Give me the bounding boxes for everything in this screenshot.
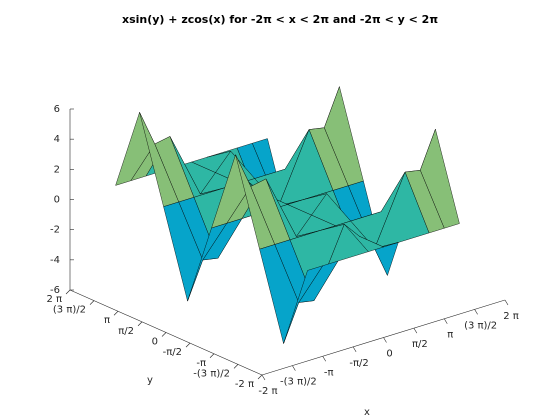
y-tick xyxy=(113,311,119,316)
x-tick-label: 0 xyxy=(386,349,392,360)
x-tick xyxy=(383,337,387,343)
x-axis-label: x xyxy=(364,407,370,418)
x-tick xyxy=(292,365,296,371)
x-tick xyxy=(413,327,418,334)
y-tick-label: (3 π)/2 xyxy=(53,305,86,316)
x-tick xyxy=(504,299,509,306)
z-tick-label: 0 xyxy=(54,195,60,206)
x-tick-label: π/2 xyxy=(412,339,428,350)
z-tick-label: 2 xyxy=(54,164,60,175)
x-tick xyxy=(474,309,478,315)
y-tick xyxy=(233,364,239,369)
y-tick-label: 0 xyxy=(152,337,158,348)
x-tick-label: -π xyxy=(324,367,334,378)
y-tick xyxy=(89,300,95,305)
y-tick-label: -π xyxy=(196,358,206,369)
y-tick-label: π/2 xyxy=(118,326,134,337)
z-tick-label: 4 xyxy=(54,134,60,145)
y-tick-label: -π/2 xyxy=(163,347,182,358)
chart-title: xsin(y) + zcos(x) for -2π < x < 2π and -… xyxy=(122,13,438,26)
y-tick xyxy=(209,353,215,358)
x-tick xyxy=(261,374,266,381)
x-tick xyxy=(352,346,357,353)
x-tick xyxy=(322,356,326,362)
x-tick-label: -2 π xyxy=(258,386,277,397)
x-tick-label: (3 π)/2 xyxy=(464,320,497,331)
y-tick xyxy=(137,321,143,327)
y-tick xyxy=(65,289,71,295)
y-tick-label: -2 π xyxy=(235,379,254,390)
y-tick-label: π xyxy=(104,315,110,326)
z-tick-label: -4 xyxy=(50,255,60,266)
y-tick xyxy=(161,332,167,337)
y-tick xyxy=(185,342,191,348)
y-tick-label: -(3 π)/2 xyxy=(193,368,230,379)
x-tick-label: 2 π xyxy=(503,311,519,322)
y-tick-label: 2 π xyxy=(46,294,62,305)
z-tick-label: -6 xyxy=(50,285,60,296)
x-tick-label: π xyxy=(447,330,453,341)
surface-patch xyxy=(283,265,324,344)
y-tick xyxy=(257,374,263,380)
x-tick-label: -(3 π)/2 xyxy=(280,377,317,388)
z-tick-label: 6 xyxy=(54,104,60,115)
x-tick-label: -π/2 xyxy=(349,358,368,369)
x-tick xyxy=(444,318,448,324)
y-axis-label: y xyxy=(147,375,153,386)
z-tick-label: -2 xyxy=(50,225,60,236)
